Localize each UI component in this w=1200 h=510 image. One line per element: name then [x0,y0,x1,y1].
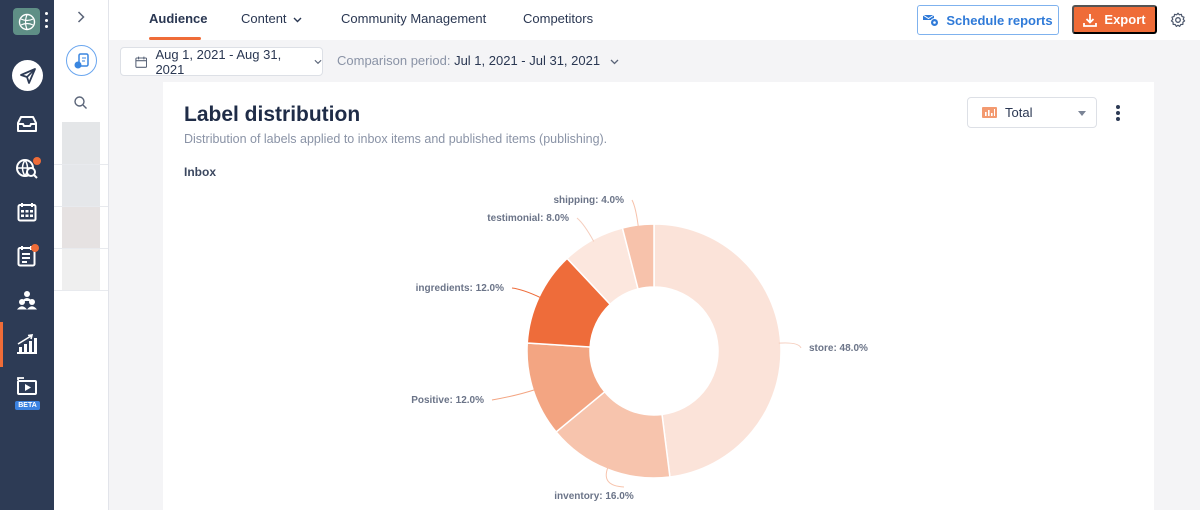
inbox-icon[interactable] [0,104,54,144]
bar-chart-icon [982,107,997,118]
slice-label-ingredients: ingredients: 12.0% [416,283,504,294]
tasks-clipboard-icon[interactable] [0,236,54,276]
date-range-value: Aug 1, 2021 - Aug 31, 2021 [155,46,282,77]
tab-content[interactable]: Content [241,0,302,40]
schedule-reports-label: Schedule reports [946,12,1053,28]
leader-line-testimonial [576,217,595,242]
view-mode-select[interactable]: Total [967,97,1097,128]
view-mode-value: Total [1005,105,1033,120]
leader-line-store [778,342,802,349]
download-icon [1083,13,1098,27]
tab-label: Audience [149,11,208,26]
team-people-icon[interactable] [0,280,54,320]
label-distribution-card: Label distribution Distribution of label… [163,82,1154,510]
active-tab-underline [149,37,201,40]
tab-label: Competitors [523,11,594,26]
slice-label-shipping: shipping: 4.0% [553,195,624,206]
divider [54,290,108,291]
schedule-reports-button[interactable]: Schedule reports [917,5,1059,35]
divider [54,248,108,249]
chevron-down-icon [293,17,302,23]
video-library-icon[interactable] [0,366,54,406]
slice-label-store: store: 48.0% [809,343,868,354]
listening-globe-icon[interactable] [0,148,54,188]
active-nav-indicator [0,322,3,367]
export-label: Export [1104,12,1146,27]
main-sidebar: BETA [0,0,54,510]
card-more-options-icon[interactable] [1115,105,1121,121]
comparison-label: Comparison period: [337,53,451,68]
notification-dot [33,157,41,165]
report-thumbnail[interactable] [62,249,100,291]
donut-slice-shipping[interactable] [621,223,655,290]
notification-dot [31,244,39,252]
comparison-period-picker[interactable]: Comparison period: Jul 1, 2021 - Jul 31,… [337,53,619,68]
tab-competitors[interactable]: Competitors [523,0,593,40]
slice-label-inventory: inventory: 16.0% [554,491,634,502]
settings-gear-icon[interactable] [1170,12,1186,28]
report-thumbnail[interactable] [62,165,100,207]
leader-line-positive [491,389,536,401]
tab-label: Content [241,11,287,26]
donut-slice-store[interactable] [653,223,782,478]
expand-panel-chevron-icon[interactable] [74,8,88,26]
tab-community-management[interactable]: Community Management [341,0,486,40]
beta-badge: BETA [15,401,40,410]
donut-chart: store: 48.0% inventory: 16.0% Positive: 12… [411,195,868,502]
analytics-chart-icon[interactable] [0,324,54,364]
publish-send-icon[interactable] [12,60,43,91]
slice-label-testimonial: testimonial: 8.0% [487,213,569,224]
tab-label: Community Management [341,11,487,26]
dropdown-caret-icon [1078,111,1086,116]
secondary-panel [54,0,109,510]
chevron-down-icon [610,59,619,65]
card-title: Label distribution [184,103,361,126]
card-subtitle: Distribution of labels applied to inbox … [184,132,608,146]
compose-report-button[interactable] [66,45,97,76]
export-button[interactable]: Export [1072,5,1157,34]
report-thumbnail[interactable] [62,122,100,164]
leader-line-shipping [631,199,639,228]
leader-line-ingredients [511,287,542,299]
search-icon[interactable] [72,94,90,112]
comparison-range-value: Jul 1, 2021 - Jul 31, 2021 [454,53,601,68]
divider [54,206,108,207]
leader-line-inventory [605,467,625,488]
chevron-down-icon [314,59,322,64]
divider [54,164,108,165]
workspace-menu-icon[interactable] [45,12,48,28]
calendar-icon[interactable] [0,192,54,232]
report-thumbnail[interactable] [62,207,100,249]
section-title-inbox: Inbox [184,165,216,179]
tab-audience[interactable]: Audience [149,0,208,40]
schedule-mail-icon [923,14,940,27]
calendar-icon [135,56,148,68]
brand-logo-icon[interactable] [13,8,40,35]
date-range-picker[interactable]: Aug 1, 2021 - Aug 31, 2021 [120,46,323,77]
slice-label-positive: Positive: 12.0% [411,395,484,406]
